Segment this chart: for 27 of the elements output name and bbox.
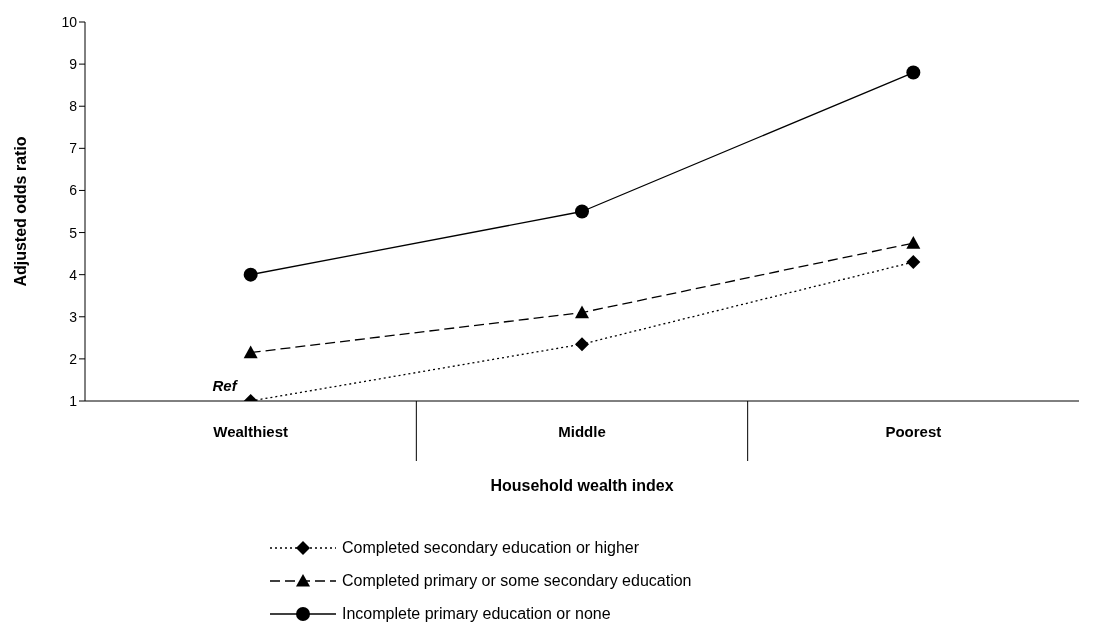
y-tick-label: 3 xyxy=(69,308,78,325)
legend-label: Completed primary or some secondary education xyxy=(342,571,692,590)
y-tick-label: 6 xyxy=(69,182,78,199)
x-tick-label: Middle xyxy=(558,423,606,440)
legend-label: Incomplete primary education or none xyxy=(342,604,611,623)
point xyxy=(243,345,258,359)
point xyxy=(906,65,921,80)
point xyxy=(575,337,589,352)
y-tick-label: 7 xyxy=(69,140,78,157)
x-axis-title: Household wealth index xyxy=(490,477,674,494)
y-tick-label: 1 xyxy=(69,392,78,409)
x-tick-label: Poorest xyxy=(885,423,942,440)
legend-label: Completed secondary education or higher xyxy=(342,538,640,557)
y-axis-title: Adjusted odds ratio xyxy=(11,136,29,287)
y-tick-label: 2 xyxy=(69,350,78,367)
point xyxy=(906,236,921,249)
point xyxy=(575,305,589,319)
x-tick-label: Wealthiest xyxy=(213,423,289,440)
y-tick-label: 10 xyxy=(61,13,78,30)
annotation: Ref xyxy=(212,377,239,394)
point xyxy=(575,204,589,219)
y-tick-label: 8 xyxy=(69,98,78,115)
point xyxy=(243,267,258,282)
y-tick-label: 4 xyxy=(69,266,78,283)
point xyxy=(906,255,921,270)
y-tick-label: 9 xyxy=(69,56,78,73)
y-tick-label: 5 xyxy=(69,224,78,241)
